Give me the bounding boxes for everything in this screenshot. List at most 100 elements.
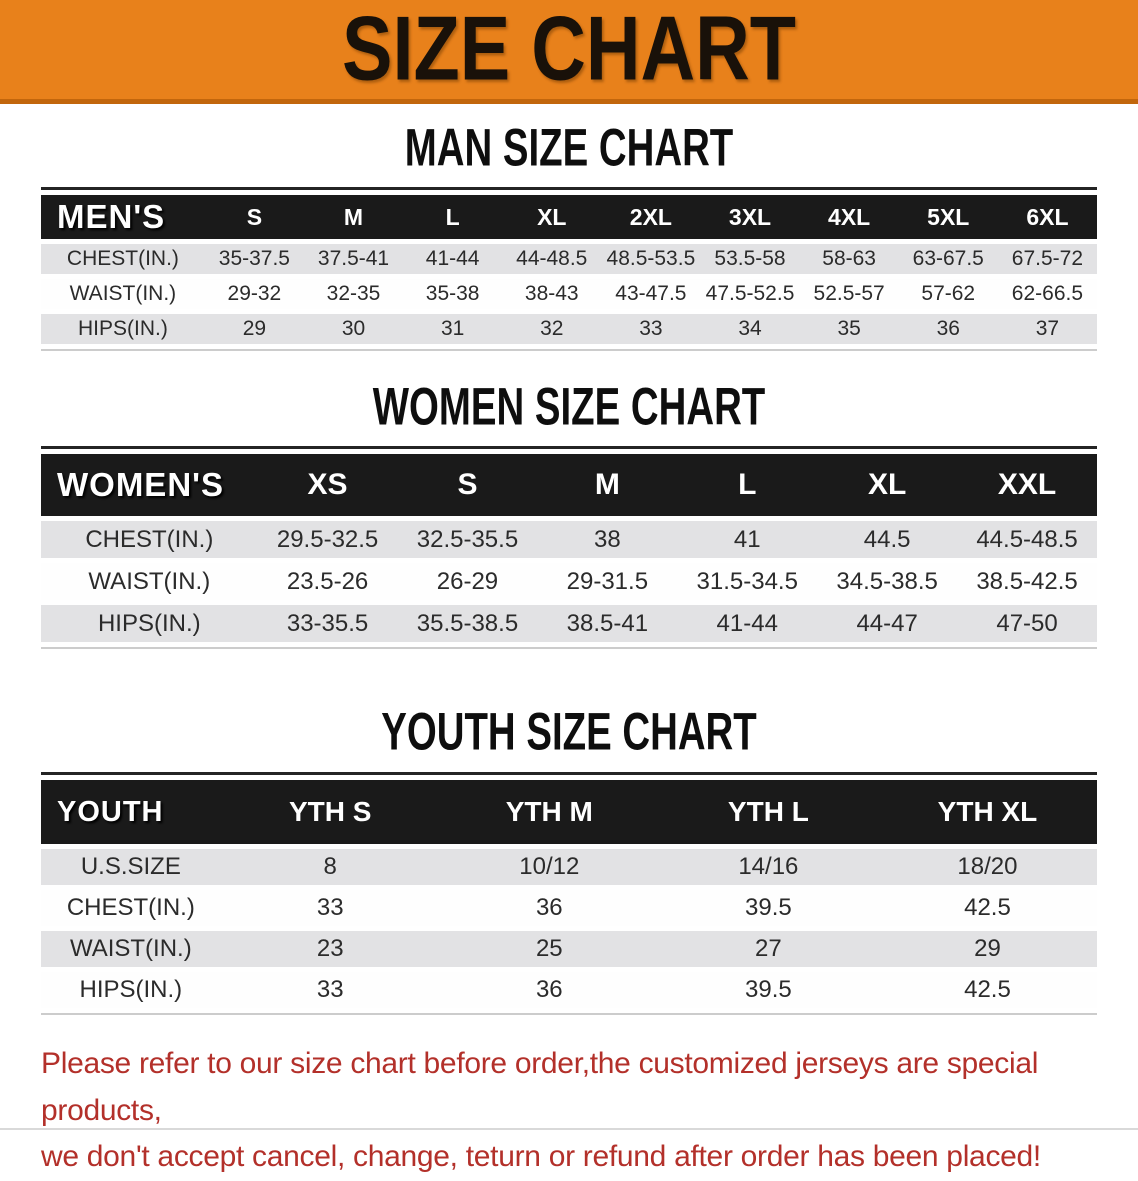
women-column-header: XL <box>817 454 958 516</box>
women-column-header: M <box>537 454 678 516</box>
men-column-header: L <box>403 195 503 239</box>
row-label: HIPS(IN.) <box>41 972 221 1008</box>
women-table-bottom-rule <box>41 647 1097 649</box>
men-column-header: 2XL <box>601 195 701 239</box>
women-size-chart-heading: WOMEN SIZE CHART <box>372 378 766 437</box>
cell-value: 37.5-41 <box>303 244 404 274</box>
cell-value: 42.5 <box>877 890 1097 926</box>
men-column-header: M <box>303 195 404 239</box>
youth-table-row: HIPS(IN.) 33 36 39.5 42.5 <box>41 972 1097 1008</box>
cell-value: 47-50 <box>957 605 1097 642</box>
cell-value: 18/20 <box>877 849 1097 885</box>
disclaimer-line-2: we don't accept cancel, change, teturn o… <box>41 1140 1041 1173</box>
youth-header-row: YOUTH YTH S YTH M YTH L YTH XL <box>41 780 1097 844</box>
cell-value: 41-44 <box>677 605 818 642</box>
cell-value: 33 <box>220 972 440 1008</box>
women-column-header: S <box>397 454 538 516</box>
content: MAN SIZE CHART MEN'S S M L XL 2XL 3XL 4XL 5XL 6XL… <box>0 119 1138 1015</box>
men-column-header: 6XL <box>997 195 1097 239</box>
men-table-row: WAIST(IN.) 29-32 32-35 35-38 38-43 43-47.5 47.… <box>41 279 1097 309</box>
cell-value: 29-32 <box>204 279 304 309</box>
cell-value: 29-31.5 <box>537 563 678 600</box>
cell-value: 47.5-52.5 <box>700 279 800 309</box>
cell-value: 38-43 <box>502 279 602 309</box>
disclaimer: Please refer to our size chart before or… <box>41 1041 1097 1181</box>
youth-column-header: YTH M <box>439 780 659 844</box>
cell-value: 43-47.5 <box>601 279 701 309</box>
row-label: HIPS(IN.) <box>41 314 205 344</box>
cell-value: 63-67.5 <box>898 244 998 274</box>
cell-value: 67.5-72 <box>997 244 1097 274</box>
cell-value: 36 <box>898 314 998 344</box>
row-label: CHEST(IN.) <box>41 244 205 274</box>
cell-value: 38 <box>537 521 678 558</box>
section-youth: YOUTH SIZE CHART YOUTH YTH S YTH M YTH L YTH… <box>41 703 1097 1015</box>
women-size-table: WOMEN'S XS S M L XL XXL CHEST(IN.) 29.5-32.5 32.5… <box>41 449 1097 647</box>
cell-value: 23.5-26 <box>257 563 398 600</box>
youth-table-top-rule <box>41 772 1097 775</box>
men-column-header: 3XL <box>700 195 800 239</box>
cell-value: 41-44 <box>403 244 503 274</box>
cell-value: 30 <box>303 314 404 344</box>
men-header-label: MEN'S <box>41 195 205 239</box>
cell-value: 44.5-48.5 <box>957 521 1097 558</box>
cell-value: 32-35 <box>303 279 404 309</box>
disclaimer-line-1: Please refer to our size chart before or… <box>41 1047 1039 1127</box>
youth-table-row: CHEST(IN.) 33 36 39.5 42.5 <box>41 890 1097 926</box>
cell-value: 48.5-53.5 <box>601 244 701 274</box>
cell-value: 39.5 <box>658 890 878 926</box>
cell-value: 35-38 <box>403 279 503 309</box>
cell-value: 29.5-32.5 <box>257 521 398 558</box>
cell-value: 34.5-38.5 <box>817 563 958 600</box>
youth-header-label: YOUTH <box>41 780 221 844</box>
cell-value: 23 <box>220 931 440 967</box>
section-women: WOMEN SIZE CHART WOMEN'S XS S M L XL XXL CHEST(… <box>41 378 1097 649</box>
men-column-header: 5XL <box>898 195 998 239</box>
row-label: CHEST(IN.) <box>41 890 221 926</box>
women-table-top-rule <box>41 446 1097 449</box>
youth-column-header: YTH XL <box>877 780 1097 844</box>
row-label: WAIST(IN.) <box>41 931 221 967</box>
cell-value: 29 <box>877 931 1097 967</box>
section-men: MAN SIZE CHART MEN'S S M L XL 2XL 3XL 4XL 5XL 6XL… <box>41 119 1097 351</box>
cell-value: 8 <box>220 849 440 885</box>
men-column-header: S <box>204 195 304 239</box>
youth-column-header: YTH S <box>220 780 440 844</box>
cell-value: 52.5-57 <box>799 279 899 309</box>
cell-value: 31.5-34.5 <box>677 563 818 600</box>
men-column-header: 4XL <box>799 195 899 239</box>
men-table-row: CHEST(IN.) 35-37.5 37.5-41 41-44 44-48.5 48.5… <box>41 244 1097 274</box>
cell-value: 14/16 <box>658 849 878 885</box>
youth-table-row: U.S.SIZE 8 10/12 14/16 18/20 <box>41 849 1097 885</box>
women-table-row: CHEST(IN.) 29.5-32.5 32.5-35.5 38 41 44.5 44.5… <box>41 521 1097 558</box>
cell-value: 44.5 <box>817 521 958 558</box>
row-label: U.S.SIZE <box>41 849 221 885</box>
cell-value: 35-37.5 <box>204 244 304 274</box>
women-column-header: XXL <box>957 454 1097 516</box>
youth-table-bottom-rule <box>41 1013 1097 1015</box>
cell-value: 62-66.5 <box>997 279 1097 309</box>
cell-value: 26-29 <box>397 563 538 600</box>
men-header-row: MEN'S S M L XL 2XL 3XL 4XL 5XL 6XL <box>41 195 1097 239</box>
banner: SIZE CHART <box>0 0 1138 104</box>
men-table-bottom-rule <box>41 349 1097 351</box>
women-table-row: HIPS(IN.) 33-35.5 35.5-38.5 38.5-41 41-44 44-… <box>41 605 1097 642</box>
women-header-row: WOMEN'S XS S M L XL XXL <box>41 454 1097 516</box>
cell-value: 37 <box>997 314 1097 344</box>
cell-value: 38.5-42.5 <box>957 563 1097 600</box>
page-title: SIZE CHART <box>341 0 797 100</box>
cell-value: 34 <box>700 314 800 344</box>
cell-value: 33 <box>601 314 701 344</box>
cell-value: 57-62 <box>898 279 998 309</box>
men-table-top-rule <box>41 187 1097 190</box>
row-label: HIPS(IN.) <box>41 605 258 642</box>
women-table-row: WAIST(IN.) 23.5-26 26-29 29-31.5 31.5-34.5 34… <box>41 563 1097 600</box>
youth-size-table: YOUTH YTH S YTH M YTH L YTH XL U.S.SIZE 8 10/12… <box>41 775 1097 1013</box>
women-column-header: XS <box>257 454 398 516</box>
cell-value: 33-35.5 <box>257 605 398 642</box>
cell-value: 42.5 <box>877 972 1097 1008</box>
youth-size-chart-heading: YOUTH SIZE CHART <box>381 703 757 762</box>
cell-value: 38.5-41 <box>537 605 678 642</box>
men-column-header: XL <box>502 195 602 239</box>
cell-value: 36 <box>439 972 659 1008</box>
